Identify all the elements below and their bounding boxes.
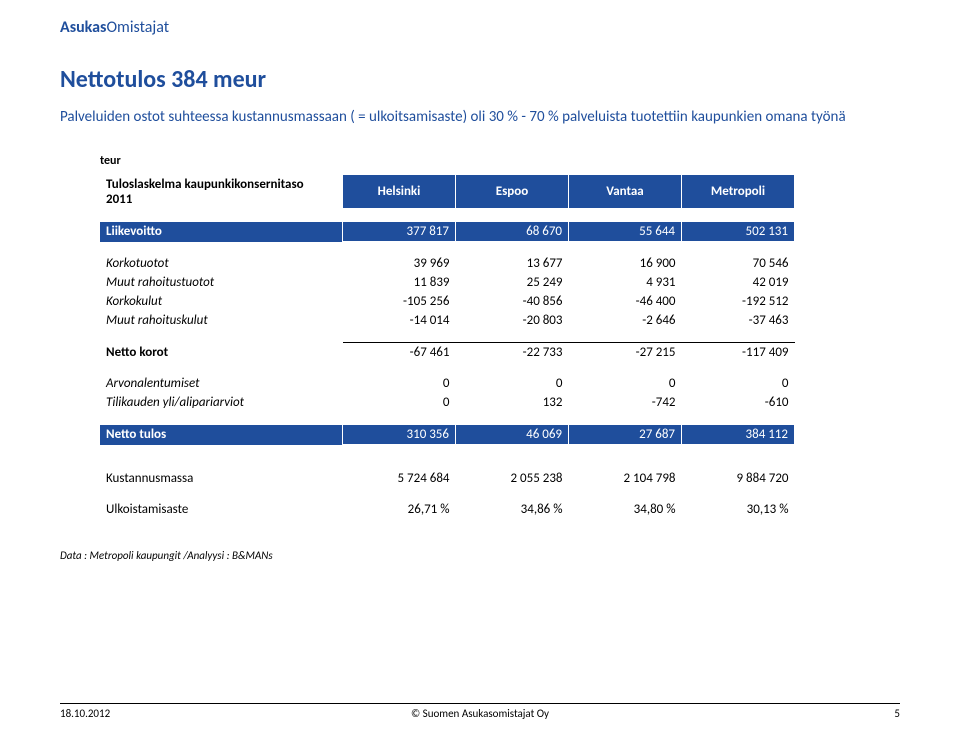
footer-page-number: 5 (620, 707, 900, 720)
row-arvonalentumiset: Arvonalentumiset 0 0 0 0 (100, 374, 795, 393)
brand-part1: Asukas (60, 18, 106, 37)
footer-date: 18.10.2012 (60, 707, 340, 720)
col-vantaa: Vantaa (569, 175, 682, 209)
row-liikevoitto: Liikevoitto 377 817 68 670 55 644 502 13… (100, 222, 795, 242)
row-muut-rahoitustuotot: Muut rahoitustuotot 11 839 25 249 4 931 … (100, 273, 795, 292)
table-header: Tuloslaskelma kaupunkikonsernitaso 2011 … (100, 175, 795, 209)
row-netto-korot: Netto korot -67 461 -22 733 -27 215 -117… (100, 343, 795, 363)
row-netto-tulos: Netto tulos 310 356 46 069 27 687 384 11… (100, 425, 795, 445)
page-subtitle: Palveluiden ostot suhteessa kustannusmas… (60, 108, 900, 126)
brand-part2: Omistajat (106, 18, 169, 37)
col-helsinki: Helsinki (343, 175, 456, 209)
row-tilikauden: Tilikauden yli/alipariarviot 0 132 -742 … (100, 393, 795, 412)
page-footer: 18.10.2012 © Suomen Asukasomistajat Oy 5 (60, 703, 900, 720)
col-metropoli: Metropoli (682, 175, 795, 209)
footer-copyright: © Suomen Asukasomistajat Oy (340, 707, 620, 720)
unit-label: teur (100, 154, 900, 168)
row-kustannusmassa: Kustannusmassa 5 724 684 2 055 238 2 104… (100, 469, 795, 488)
row-ulkoistamisaste: Ulkoistamisaste 26,71 % 34,86 % 34,80 % … (100, 500, 795, 519)
col-espoo: Espoo (456, 175, 569, 209)
row-korkokulut: Korkokulut -105 256 -40 856 -46 400 -192… (100, 292, 795, 311)
income-table: Tuloslaskelma kaupunkikonsernitaso 2011 … (100, 174, 795, 519)
header-label: Tuloslaskelma kaupunkikonsernitaso 2011 (100, 175, 343, 209)
row-muut-rahoituskulut: Muut rahoituskulut -14 014 -20 803 -2 64… (100, 311, 795, 330)
page-title: Nettotulos 384 meur (60, 65, 900, 94)
brand-logo: AsukasOmistajat (60, 18, 900, 37)
row-korkotuotot: Korkotuotot 39 969 13 677 16 900 70 546 (100, 254, 795, 273)
data-source: Data : Metropoli kaupungit /Analyysi : B… (60, 549, 900, 562)
